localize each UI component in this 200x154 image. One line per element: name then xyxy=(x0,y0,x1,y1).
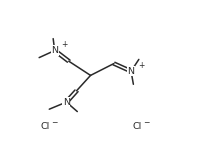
Text: +: + xyxy=(137,61,144,70)
Text: Cl: Cl xyxy=(132,122,141,131)
Text: N: N xyxy=(51,46,58,55)
Text: Cl: Cl xyxy=(41,122,50,131)
Text: N: N xyxy=(127,67,134,76)
Text: +: + xyxy=(61,40,68,49)
Text: N: N xyxy=(63,98,70,107)
Text: −: − xyxy=(51,118,57,127)
Text: −: − xyxy=(142,118,148,127)
